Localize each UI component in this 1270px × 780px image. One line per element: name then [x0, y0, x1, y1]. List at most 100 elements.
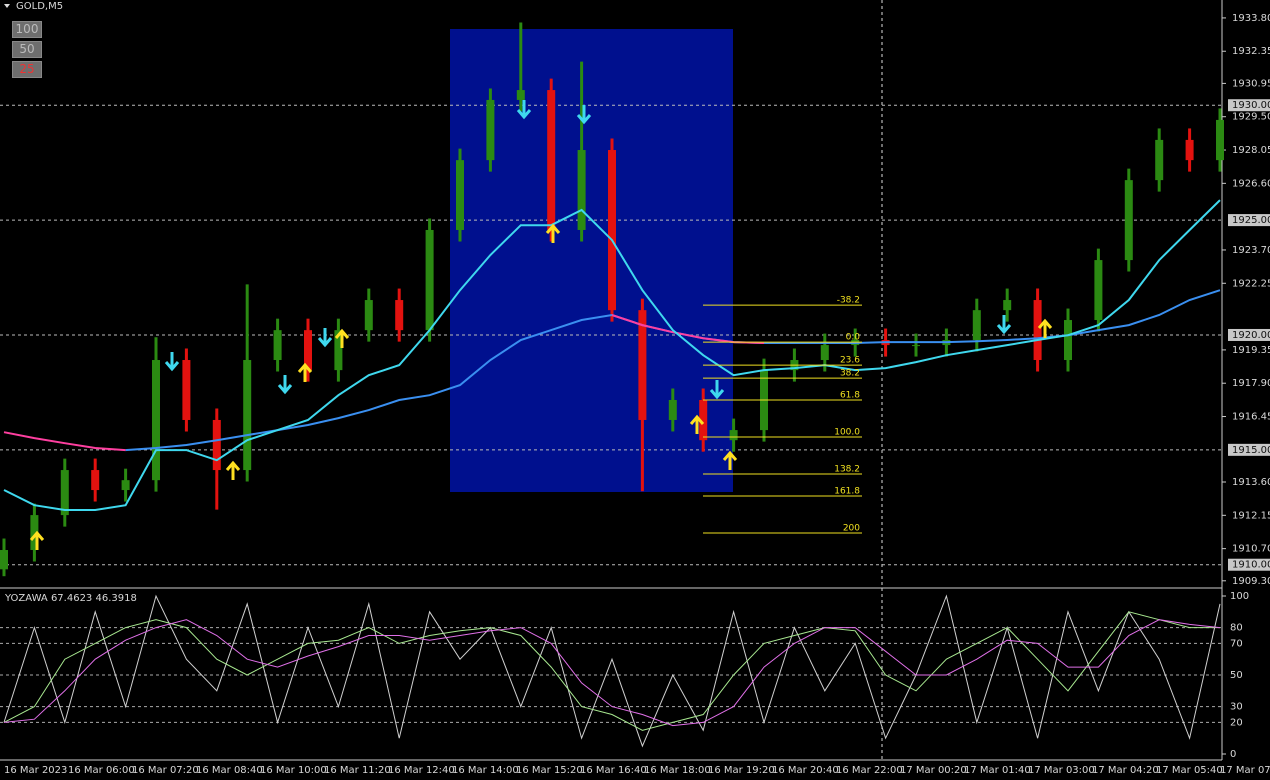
x-tick-label: 16 Mar 10:00 [260, 765, 327, 776]
bar-body [60, 470, 69, 516]
sell-arrow [576, 105, 592, 125]
price-line-label: 1910.00 [1232, 560, 1270, 571]
buy-arrow [1037, 318, 1053, 338]
y-tick-label: 0 [1230, 749, 1236, 760]
y-tick-label: 1912.15 [1232, 510, 1270, 521]
fib-label: 23.6 [840, 356, 860, 366]
bar-body [425, 229, 434, 331]
y-tick-label: 1933.80 [1232, 13, 1270, 24]
price-label-box [1228, 214, 1270, 227]
sell-arrow [516, 100, 532, 120]
fib-label: 100.0 [834, 427, 860, 437]
bar-body [243, 360, 252, 471]
x-tick-label: 16 Mar 16:40 [580, 765, 647, 776]
buy-arrow [297, 362, 313, 382]
bar-body [638, 310, 647, 420]
y-tick-label: 1923.70 [1232, 245, 1270, 256]
sell-arrow [996, 315, 1012, 335]
fib-label: 200 [843, 524, 860, 534]
x-tick-label: 16 Mar 19:20 [708, 765, 775, 776]
buy-arrow [29, 530, 45, 550]
bar-body [456, 160, 464, 230]
x-tick-label: 17 Mar 01:40 [964, 765, 1031, 776]
x-tick-label: 17 Mar 00:20 [900, 765, 967, 776]
bar-body [1124, 180, 1133, 261]
bar-body [1216, 119, 1224, 161]
y-tick-label: 30 [1230, 702, 1243, 713]
y-tick-label: 1928.05 [1232, 145, 1270, 156]
sell-arrow [277, 375, 293, 395]
bar-body [577, 150, 586, 230]
zoom-button[interactable]: 25 [12, 61, 42, 78]
bar-body [547, 90, 556, 230]
buy-arrow [545, 223, 561, 243]
y-tick-label: 1926.60 [1232, 178, 1270, 189]
y-tick-label: 1917.90 [1232, 378, 1270, 389]
x-tick-label: 16 Mar 14:00 [452, 765, 519, 776]
bar-body [0, 550, 8, 570]
buy-arrow [722, 450, 738, 470]
x-tick-label: 17 Mar 04:20 [1092, 765, 1159, 776]
y-tick-label: 1909.30 [1232, 576, 1270, 587]
fib-label: -38.2 [837, 296, 860, 306]
selection-rectangle [450, 29, 733, 492]
bar-body [608, 150, 616, 311]
zoom-button[interactable]: 50 [12, 41, 42, 58]
sell-arrow [709, 380, 725, 400]
price-label-box [1228, 99, 1270, 112]
bar-body [395, 300, 404, 331]
price-label-box [1228, 328, 1270, 341]
fib-label: 161.8 [834, 487, 860, 497]
bar-body [121, 480, 130, 491]
sell-arrow [164, 352, 180, 372]
y-tick-label: 1929.50 [1232, 112, 1270, 123]
bar-body [820, 345, 829, 361]
bar-body [273, 330, 282, 361]
x-tick-label: 16 Mar 12:40 [388, 765, 455, 776]
price-label-box [1228, 558, 1270, 571]
indicator-line [3, 619, 1221, 727]
y-tick-label: 1922.25 [1232, 278, 1270, 289]
x-tick-label: 16 Mar 11:20 [324, 765, 391, 776]
zoom-button[interactable]: 100 [12, 21, 42, 38]
y-tick-label: 20 [1230, 717, 1243, 728]
fib-label: 38.2 [840, 369, 860, 379]
bar-body [152, 360, 160, 481]
indicator-line [3, 611, 1220, 731]
bar-body [1185, 139, 1194, 161]
x-tick-label: 16 Mar 22:00 [836, 765, 903, 776]
y-tick-label: 1919.35 [1232, 345, 1270, 356]
bar-body [91, 470, 100, 491]
x-tick-label: 16 Mar 07:20 [132, 765, 199, 776]
y-tick-label: 80 [1230, 623, 1243, 634]
bar-body [1003, 300, 1012, 311]
bar-body [1064, 320, 1072, 361]
price-line-label: 1920.00 [1232, 330, 1270, 341]
price-line-label: 1930.00 [1232, 100, 1270, 111]
x-tick-label: 17 Mar 07:00 [1220, 765, 1270, 776]
bar-body [182, 360, 191, 420]
y-tick-label: 100 [1230, 591, 1249, 602]
indicator-line [3, 431, 126, 452]
y-tick-label: 1913.60 [1232, 477, 1270, 488]
fib-label: 0.0 [846, 333, 861, 343]
x-tick-label: 16 Mar 2023 [4, 765, 67, 776]
price-line-label: 1925.00 [1232, 215, 1270, 226]
bar-body [972, 310, 981, 341]
y-tick-label: 50 [1230, 670, 1243, 681]
indicator-line [3, 594, 1221, 748]
x-tick-label: 17 Mar 05:40 [1156, 765, 1223, 776]
x-tick-label: 17 Mar 03:00 [1028, 765, 1095, 776]
x-tick-label: 16 Mar 06:00 [68, 765, 135, 776]
bar-body [304, 330, 312, 371]
indicator-line [3, 199, 1221, 511]
bar-body [912, 345, 920, 347]
bar-body [699, 399, 708, 441]
y-tick-label: 70 [1230, 638, 1243, 649]
bar-body [364, 300, 373, 331]
bar-body [1094, 260, 1103, 321]
bar-body [516, 90, 525, 100]
buy-arrow [334, 328, 350, 348]
